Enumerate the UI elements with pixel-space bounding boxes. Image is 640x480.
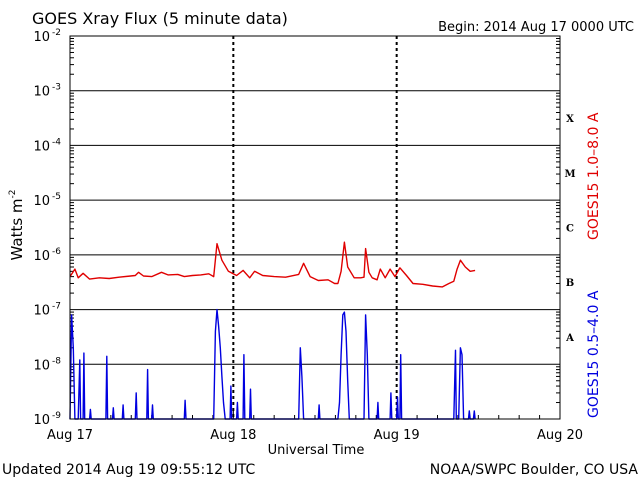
y-tick-label: 10 [33, 194, 50, 209]
footer-credit: NOAA/SWPC Boulder, CO USA [430, 462, 639, 478]
y-axis-label-sup: -2 [8, 189, 18, 198]
y-tick-label: 10 [33, 249, 50, 264]
flare-class-label: B [566, 278, 574, 289]
flare-class-label: C [566, 224, 574, 235]
y-tick-label: 10 [33, 413, 50, 428]
chart-title: GOES Xray Flux (5 minute data) [32, 9, 288, 28]
y-tick-exponent: -6 [52, 247, 61, 257]
begin-label: Begin: 2014 Aug 17 0000 UTC [438, 20, 634, 35]
y-tick-label: 10 [33, 30, 50, 45]
x-tick-label: Aug 19 [374, 428, 420, 443]
flare-class-labels: X M C B A [564, 114, 575, 344]
x-tick-label: Aug 18 [210, 428, 256, 443]
x-tick-label: Aug 17 [47, 428, 93, 443]
y-axis-label-main: Watts m [8, 198, 26, 260]
y-tick-label: 10 [33, 139, 50, 154]
x-tick-labels: Aug 17 Aug 18 Aug 19 Aug 20 [47, 428, 583, 443]
y-tick-labels: 10-210-310-410-510-610-710-810-9 [33, 28, 61, 428]
y-tick-exponent: -2 [52, 28, 61, 38]
flare-class-label: A [565, 333, 574, 344]
series-line-long-wave [69, 241, 476, 288]
y-tick-label: 10 [33, 85, 50, 100]
y-tick-exponent: -4 [52, 137, 61, 147]
x-tick-label: Aug 20 [537, 428, 583, 443]
series-legend-long: GOES15 1.0–8.0 A [586, 112, 602, 240]
y-tick-label: 10 [33, 358, 50, 373]
y-tick-exponent: -8 [52, 356, 61, 366]
y-tick-exponent: -5 [52, 192, 61, 202]
flare-class-label: X [566, 114, 574, 125]
y-tick-label: 10 [33, 304, 50, 319]
series-legend-short: GOES15 0.5–4.0 A [586, 290, 602, 418]
plot-frame [69, 35, 561, 420]
footer-updated-timestamp: Updated 2014 Aug 19 09:55:12 UTC [2, 462, 255, 478]
grid-layer [69, 36, 561, 419]
x-axis-label: Universal Time [268, 443, 365, 458]
y-tick-exponent: -9 [52, 411, 61, 421]
series-layer [69, 241, 476, 420]
flare-class-label: M [564, 169, 575, 180]
series-line-short-wave [69, 308, 476, 420]
y-tick-exponent: -3 [52, 83, 61, 93]
y-axis-label: Watts m-2 [8, 189, 26, 260]
y-tick-exponent: -7 [52, 302, 61, 312]
